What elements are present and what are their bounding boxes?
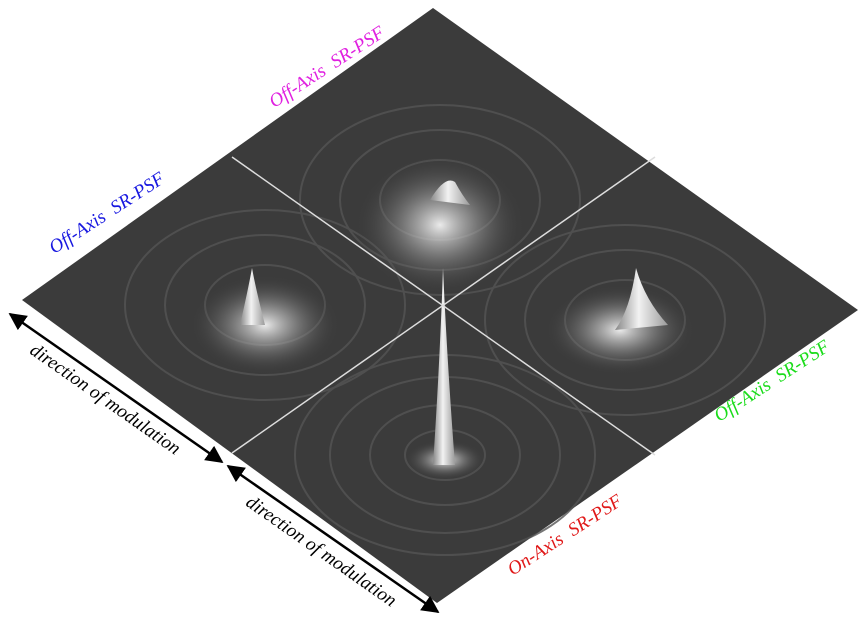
surface-plane [22, 8, 858, 603]
figure: Off-Axis SR-PSF Off-Axis SR-PSF Off-Axis… [0, 0, 859, 618]
